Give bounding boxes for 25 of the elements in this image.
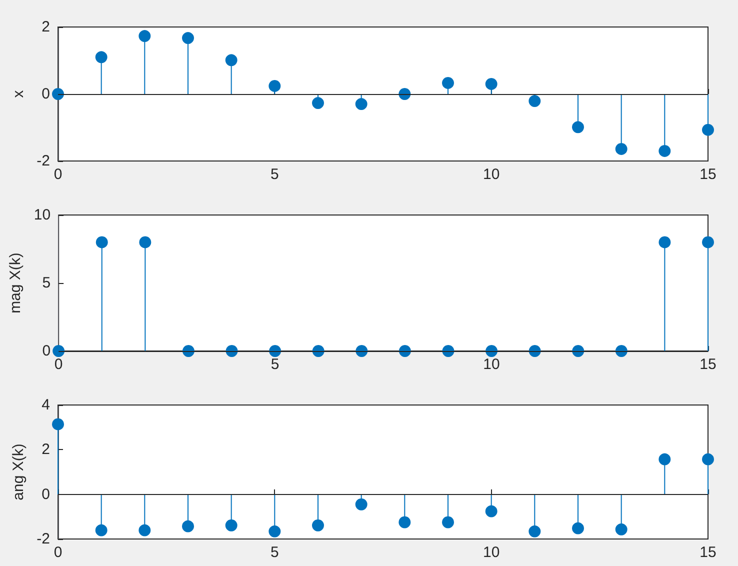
y-axis-title: mag X(k) xyxy=(7,252,24,314)
x-tick-label: 5 xyxy=(270,166,279,183)
x-tick-label: 5 xyxy=(270,544,279,561)
y-tick-label: 2 xyxy=(42,18,50,36)
x-tick-label: 15 xyxy=(700,544,716,561)
y-tick-label: 0 xyxy=(42,486,50,503)
y-tick-label: 5 xyxy=(42,274,51,292)
y-tick-label: -2 xyxy=(36,530,50,548)
x-tick-label: 0 xyxy=(54,166,62,183)
y-tick-label: 0 xyxy=(42,342,51,360)
y-tick-label: 2 xyxy=(42,441,50,458)
y-axis-title: x xyxy=(10,90,27,98)
y-axis-title: ang X(k) xyxy=(10,444,27,500)
x-tick-label: 10 xyxy=(482,544,500,561)
x-tick-label: 0 xyxy=(54,544,62,561)
y-tick-label: 10 xyxy=(34,206,51,224)
x-tick-label: 5 xyxy=(270,356,280,373)
y-tick-label: 4 xyxy=(42,396,50,414)
y-tick-label: -2 xyxy=(36,152,50,170)
y-tick-label: 0 xyxy=(42,86,50,102)
x-tick-label: 10 xyxy=(482,166,500,183)
x-tick-label: 10 xyxy=(483,356,500,373)
x-tick-label: 15 xyxy=(700,356,716,373)
x-tick-label: 0 xyxy=(54,356,63,373)
x-tick-label: 15 xyxy=(700,166,716,183)
